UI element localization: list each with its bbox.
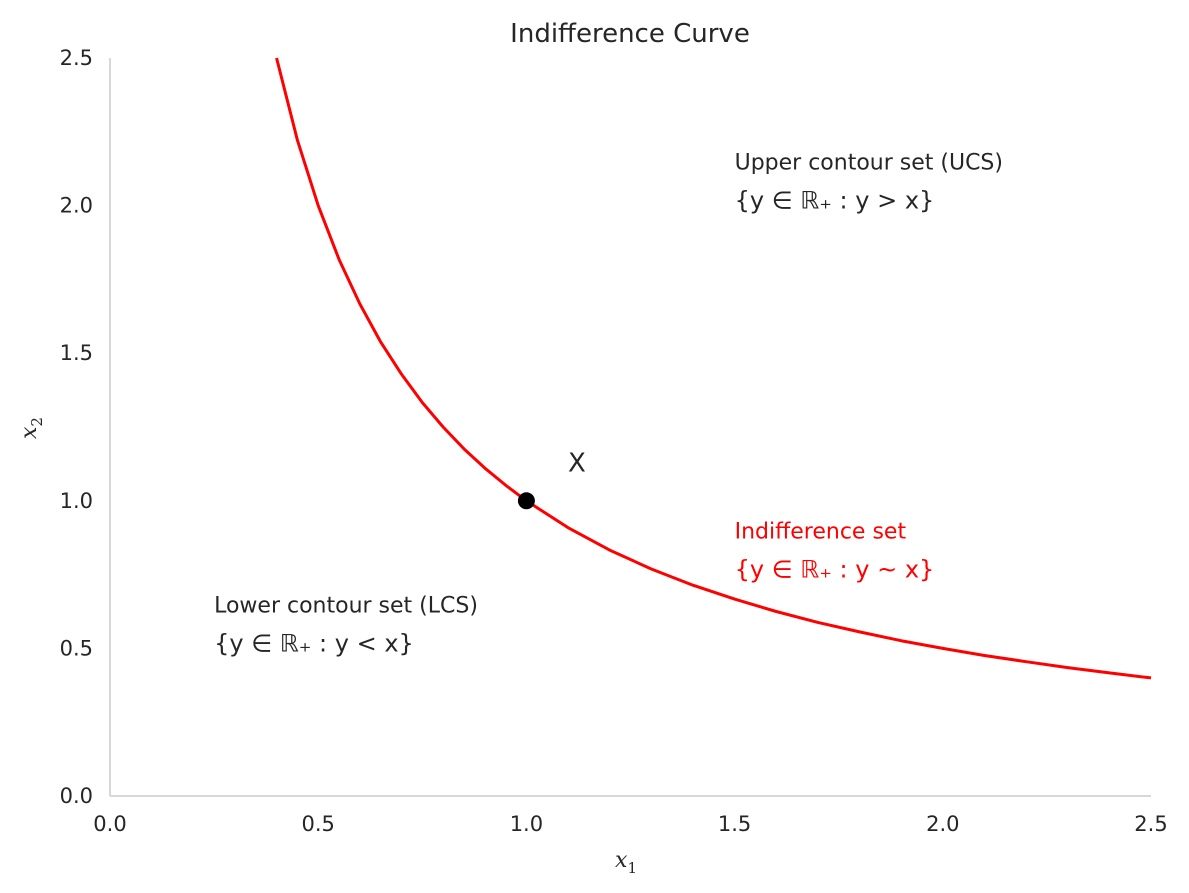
x-tick-label: 1.0 <box>510 812 543 836</box>
chart-title: Indifference Curve <box>510 19 750 49</box>
annotation-formula: {y ∈ ℝ₊ : y > x} <box>735 187 935 215</box>
y-ticks: 0.0 0.5 1.0 1.5 2.0 2.5 <box>60 46 93 808</box>
y-tick-label: 2.0 <box>60 194 93 218</box>
annotation-title: Lower contour set (LCS) <box>214 593 478 618</box>
x-tick-label: 2.5 <box>1134 812 1167 836</box>
y-tick-label: 1.0 <box>60 489 93 513</box>
indifference-curve-line <box>275 57 1152 680</box>
axes <box>109 58 1151 797</box>
y-tick-label: 1.5 <box>60 341 93 365</box>
annotation-title: Indifference set <box>735 520 907 545</box>
x-ticks: 0.0 0.5 1.0 1.5 2.0 2.5 <box>93 812 1167 836</box>
series-layer <box>275 57 1152 680</box>
annotations-layer: Upper contour set (UCS) {y ∈ ℝ₊ : y > x} I… <box>214 151 1003 658</box>
annotation-formula: {y ∈ ℝ₊ : y < x} <box>214 629 414 657</box>
x-tick-label: 0.5 <box>301 812 334 836</box>
y-axis-label: x2 <box>17 417 46 439</box>
point-marker <box>517 492 535 510</box>
y-tick-label: 0.0 <box>60 784 93 808</box>
point-label: X <box>568 448 586 478</box>
x-tick-label: 2.0 <box>926 812 959 836</box>
points-layer: X <box>517 448 586 510</box>
y-tick-label: 0.5 <box>60 636 93 660</box>
x-tick-label: 0.0 <box>93 812 126 836</box>
x-tick-label: 1.5 <box>718 812 751 836</box>
y-tick-label: 2.5 <box>60 46 93 70</box>
annotation-title: Upper contour set (UCS) <box>735 151 1003 176</box>
x-axis-label: x1 <box>615 848 637 877</box>
annotation-formula: {y ∈ ℝ₊ : y ~ x} <box>735 556 935 584</box>
